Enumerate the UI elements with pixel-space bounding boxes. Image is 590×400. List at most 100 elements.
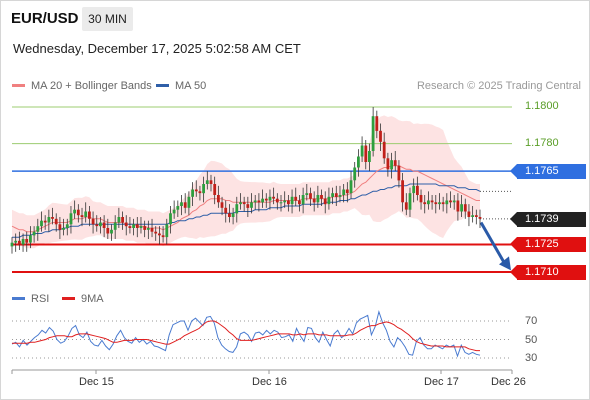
legend-ma50: MA 50 (156, 80, 206, 92)
candle (224, 200, 228, 223)
candle-body (345, 189, 349, 194)
candle-body (187, 196, 191, 208)
candle (382, 132, 386, 164)
candle-body (357, 156, 360, 168)
candle-body (32, 231, 36, 236)
level-r1-label: 1.1780 (525, 137, 559, 149)
candle (213, 176, 217, 205)
candle-body (320, 195, 323, 199)
candle (132, 218, 135, 236)
candle (287, 195, 290, 212)
level-s1-badge: 1.1725 (510, 237, 586, 252)
candle (331, 187, 334, 205)
candle (264, 193, 268, 208)
candle-body (62, 228, 65, 230)
candle-body (239, 202, 242, 205)
candle-body (471, 215, 474, 217)
candle-body (242, 202, 246, 205)
candle-body (463, 204, 467, 212)
candle (309, 187, 312, 206)
rsi-tick-30: 30 (525, 352, 538, 364)
candle (345, 182, 349, 203)
candle-body (21, 239, 25, 245)
candle (452, 195, 456, 210)
rsi-ma-swatch (62, 296, 75, 300)
candle-body (371, 116, 375, 151)
candle (106, 218, 110, 239)
candle (202, 176, 205, 203)
candle (397, 160, 401, 188)
candle (250, 193, 253, 214)
candle-body (146, 228, 150, 230)
candle-body (205, 180, 209, 184)
candle-body (99, 222, 102, 227)
candle-body (194, 189, 198, 192)
candle (357, 149, 360, 177)
candle (51, 207, 54, 225)
candle-body (334, 193, 338, 197)
candle (408, 187, 412, 217)
candle-body (298, 200, 301, 205)
candle (58, 217, 62, 239)
candle (427, 191, 430, 210)
legend-rsi-ma-label: 9MA (81, 293, 104, 305)
candle (172, 200, 176, 219)
candle-body (29, 235, 32, 243)
header: EUR/USD 30 MIN (0, 0, 590, 38)
candle (272, 187, 275, 205)
candle (338, 185, 342, 203)
candle (191, 182, 194, 206)
candle-body (73, 209, 76, 214)
candle (25, 231, 29, 252)
candle-body (416, 185, 419, 195)
timeframe-button[interactable]: 30 MIN (82, 7, 133, 31)
candle (257, 193, 261, 212)
candle (194, 180, 198, 197)
candle (320, 189, 323, 206)
candle-body (121, 217, 124, 223)
candle (180, 195, 183, 216)
rsi-ma-line (12, 320, 480, 352)
candle (18, 231, 21, 250)
candle (279, 195, 283, 212)
candle (76, 204, 80, 223)
candle-body (360, 145, 364, 157)
candle-body (176, 206, 180, 210)
candle-body (95, 224, 99, 227)
candle (113, 215, 117, 239)
candle-body (264, 198, 268, 201)
candle (342, 184, 346, 203)
candle-body (88, 211, 91, 219)
candle (294, 187, 298, 206)
candle-body (427, 200, 430, 205)
legend-ma20: MA 20 + Bollinger Bands (12, 80, 152, 92)
candle-body (198, 191, 202, 194)
candle-body (290, 196, 294, 205)
candle (143, 220, 147, 238)
candle-body (323, 198, 327, 205)
candle-body (102, 222, 106, 228)
candle (40, 211, 43, 232)
candle (69, 206, 73, 234)
x-tick-dec17: Dec 17 (424, 376, 459, 388)
candle (117, 207, 121, 228)
candle-body (135, 224, 139, 228)
x-tick-dec15: Dec 15 (79, 376, 114, 388)
candle-body (231, 213, 235, 217)
candle (456, 193, 460, 221)
candle (110, 224, 113, 241)
candle (146, 220, 150, 239)
candle-body (261, 198, 264, 203)
candle-body (113, 222, 117, 230)
candle (139, 217, 143, 234)
candle-body (327, 196, 331, 205)
candle (416, 176, 419, 201)
candle-body (393, 160, 397, 166)
candle-body (430, 200, 434, 203)
candle-body (246, 204, 250, 208)
candle-body (128, 226, 132, 228)
candle-body (301, 195, 305, 205)
bollinger-band-area (12, 115, 480, 249)
candle-body (397, 165, 401, 181)
